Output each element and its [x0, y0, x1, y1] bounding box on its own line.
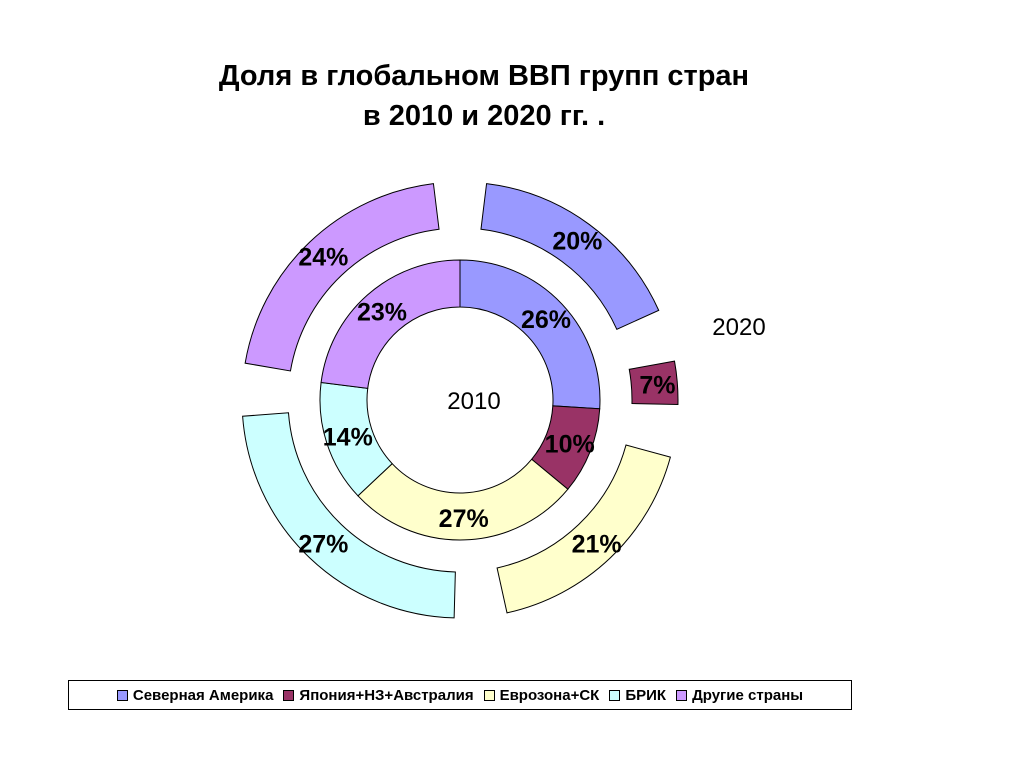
legend-item-5: Другие страны — [676, 687, 803, 704]
slice-2020-3 — [496, 444, 672, 614]
data-label-2020-5: 24% — [298, 244, 348, 272]
legend-label-3: Еврозона+СК — [499, 686, 600, 704]
series-name-2010: 2010 — [447, 388, 500, 415]
legend-item-4: БРИК — [609, 687, 666, 704]
chart-legend: Северная Америка Япония+НЗ+Австралия Евроз… — [68, 680, 852, 710]
data-label-2020-1: 20% — [552, 228, 602, 256]
chart-title-line-2: в 2010 и 2020 гг. . — [362, 100, 606, 132]
series-name-2020: 2020 — [712, 314, 765, 341]
legend-swatch-5 — [676, 689, 688, 701]
slice-2010-1 — [459, 259, 601, 410]
data-label-2020-3: 21% — [572, 530, 622, 558]
legend-swatch-3 — [483, 689, 495, 701]
slice-2020-2 — [628, 360, 679, 406]
data-label-2010-4: 14% — [323, 424, 373, 452]
data-label-2010-3: 27% — [439, 505, 489, 533]
legend-label-5: Другие страны — [692, 686, 804, 704]
slice-2010-3 — [357, 458, 569, 541]
slice-2020-1 — [480, 183, 660, 330]
slice-2010-5 — [320, 259, 461, 389]
legend-item-3: Еврозона+СК — [483, 686, 600, 704]
legend-item-1: Северная Америка — [116, 686, 274, 704]
legend-label-2: Япония+НЗ+Австралия — [299, 686, 474, 704]
data-label-2010-1: 26% — [521, 306, 571, 334]
legend-label-1: Северная Америка — [132, 686, 274, 704]
legend-item-2: Япония+НЗ+Австралия — [283, 686, 474, 704]
legend-swatch-2 — [283, 689, 295, 701]
slice-2020-5 — [244, 183, 440, 372]
data-label-2020-4: 27% — [298, 530, 348, 558]
legend-label-4: БРИК — [625, 686, 667, 704]
data-label-2010-2: 10% — [545, 430, 595, 458]
data-label-2020-2: 7% — [639, 371, 675, 399]
legend-swatch-1 — [116, 689, 128, 701]
ring-2010: 26% 10% 27% 14% 23% — [319, 259, 601, 541]
slice-2020-4 — [242, 412, 456, 619]
ring-2020: 20% 7% 21% 27% 24% — [242, 183, 679, 619]
chart-title-line-1: Доля в глобальном ВВП групп стран — [218, 60, 750, 92]
legend-swatch-4 — [609, 689, 621, 701]
data-label-2010-5: 23% — [357, 299, 407, 327]
chart-title: Доля в глобальном ВВП групп стран в 2010… — [0, 56, 968, 136]
